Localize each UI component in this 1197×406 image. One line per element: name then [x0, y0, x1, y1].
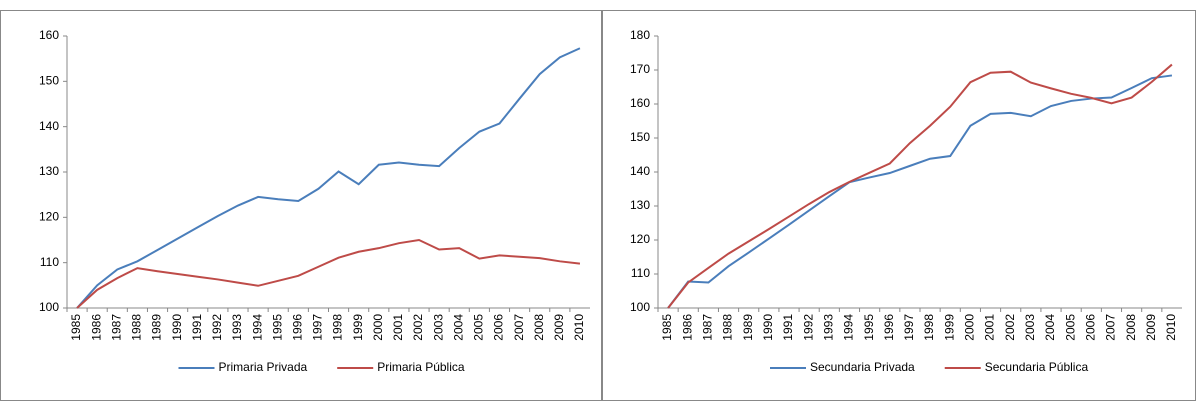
x-tick-label: 1991 [781, 314, 795, 341]
y-tick-label: 120 [39, 210, 59, 224]
y-tick-label: 110 [40, 255, 59, 269]
x-tick-label: 2004 [451, 314, 465, 341]
x-tick-label: 1993 [230, 314, 244, 341]
x-tick-label: 1999 [942, 314, 956, 341]
legend-label: Primaria Privada [219, 360, 308, 374]
x-tick-label: 1998 [922, 314, 936, 341]
x-tick-label: 2004 [1043, 314, 1057, 341]
y-tick-label: 170 [630, 62, 650, 76]
y-tick-label: 100 [630, 300, 650, 314]
x-tick-label: 1995 [862, 314, 876, 341]
y-tick-label: 150 [630, 130, 650, 144]
x-tick-label: 2000 [963, 314, 977, 341]
x-tick-label: 2003 [1023, 314, 1037, 341]
x-tick-label: 2005 [472, 314, 486, 341]
y-tick-label: 140 [630, 164, 650, 178]
x-tick-label: 1992 [801, 314, 815, 341]
x-tick-label: 1985 [660, 314, 674, 341]
x-tick-label: 2008 [532, 314, 546, 341]
series-line [667, 74, 1173, 309]
x-tick-label: 1989 [150, 314, 164, 341]
x-tick-label: 1990 [170, 314, 184, 341]
y-tick-label: 130 [630, 198, 650, 212]
y-tick-label: 160 [39, 28, 59, 42]
x-tick-label: 2008 [1124, 314, 1138, 341]
legend-label: Secundaria Pública [985, 360, 1089, 374]
x-tick-label: 1990 [761, 314, 775, 341]
x-tick-label: 2000 [371, 314, 385, 341]
x-tick-label: 1997 [902, 314, 916, 341]
x-tick-label: 1994 [842, 314, 856, 341]
x-tick-label: 1991 [190, 314, 204, 341]
x-tick-label: 1985 [69, 314, 83, 341]
x-tick-label: 2002 [1003, 314, 1017, 341]
series-line [76, 238, 581, 309]
x-tick-label: 1988 [130, 314, 144, 341]
x-tick-label: 2007 [1104, 314, 1118, 341]
x-tick-label: 1992 [210, 314, 224, 341]
series-line [76, 47, 581, 309]
y-tick-label: 110 [631, 266, 650, 280]
x-tick-label: 1998 [331, 314, 345, 341]
x-tick-label: 2009 [552, 314, 566, 341]
panel-frame [602, 10, 1196, 401]
x-tick-label: 2010 [572, 314, 586, 341]
x-tick-label: 1986 [89, 314, 103, 341]
legend-label: Secundaria Privada [810, 360, 915, 374]
x-tick-label: 2007 [512, 314, 526, 341]
x-tick-label: 2002 [411, 314, 425, 341]
panel-frame [0, 10, 602, 401]
x-tick-label: 2006 [1083, 314, 1097, 341]
y-tick-label: 100 [39, 300, 59, 314]
y-tick-label: 180 [630, 28, 650, 42]
x-tick-label: 1986 [680, 314, 694, 341]
x-tick-label: 2001 [391, 314, 405, 341]
x-tick-label: 1987 [701, 314, 715, 341]
x-tick-label: 1988 [721, 314, 735, 341]
x-tick-label: 2009 [1144, 314, 1158, 341]
x-tick-label: 2003 [431, 314, 445, 341]
x-tick-label: 1994 [250, 314, 264, 341]
y-tick-label: 130 [39, 164, 59, 178]
x-tick-label: 2001 [983, 314, 997, 341]
x-tick-label: 2010 [1164, 314, 1178, 341]
legend-label: Primaria Pública [377, 360, 465, 374]
y-tick-label: 140 [39, 119, 59, 133]
y-tick-label: 120 [630, 232, 650, 246]
x-tick-label: 1987 [109, 314, 123, 341]
x-tick-label: 1999 [351, 314, 365, 341]
x-tick-label: 2006 [492, 314, 506, 341]
x-tick-label: 1997 [311, 314, 325, 341]
y-tick-label: 150 [39, 74, 59, 88]
x-tick-label: 1993 [821, 314, 835, 341]
x-tick-label: 2005 [1063, 314, 1077, 341]
x-tick-label: 1995 [270, 314, 284, 341]
x-tick-label: 1989 [741, 314, 755, 341]
x-tick-label: 1996 [290, 314, 304, 341]
x-tick-label: 1996 [882, 314, 896, 341]
series-line [667, 63, 1173, 309]
y-tick-label: 160 [630, 96, 650, 110]
